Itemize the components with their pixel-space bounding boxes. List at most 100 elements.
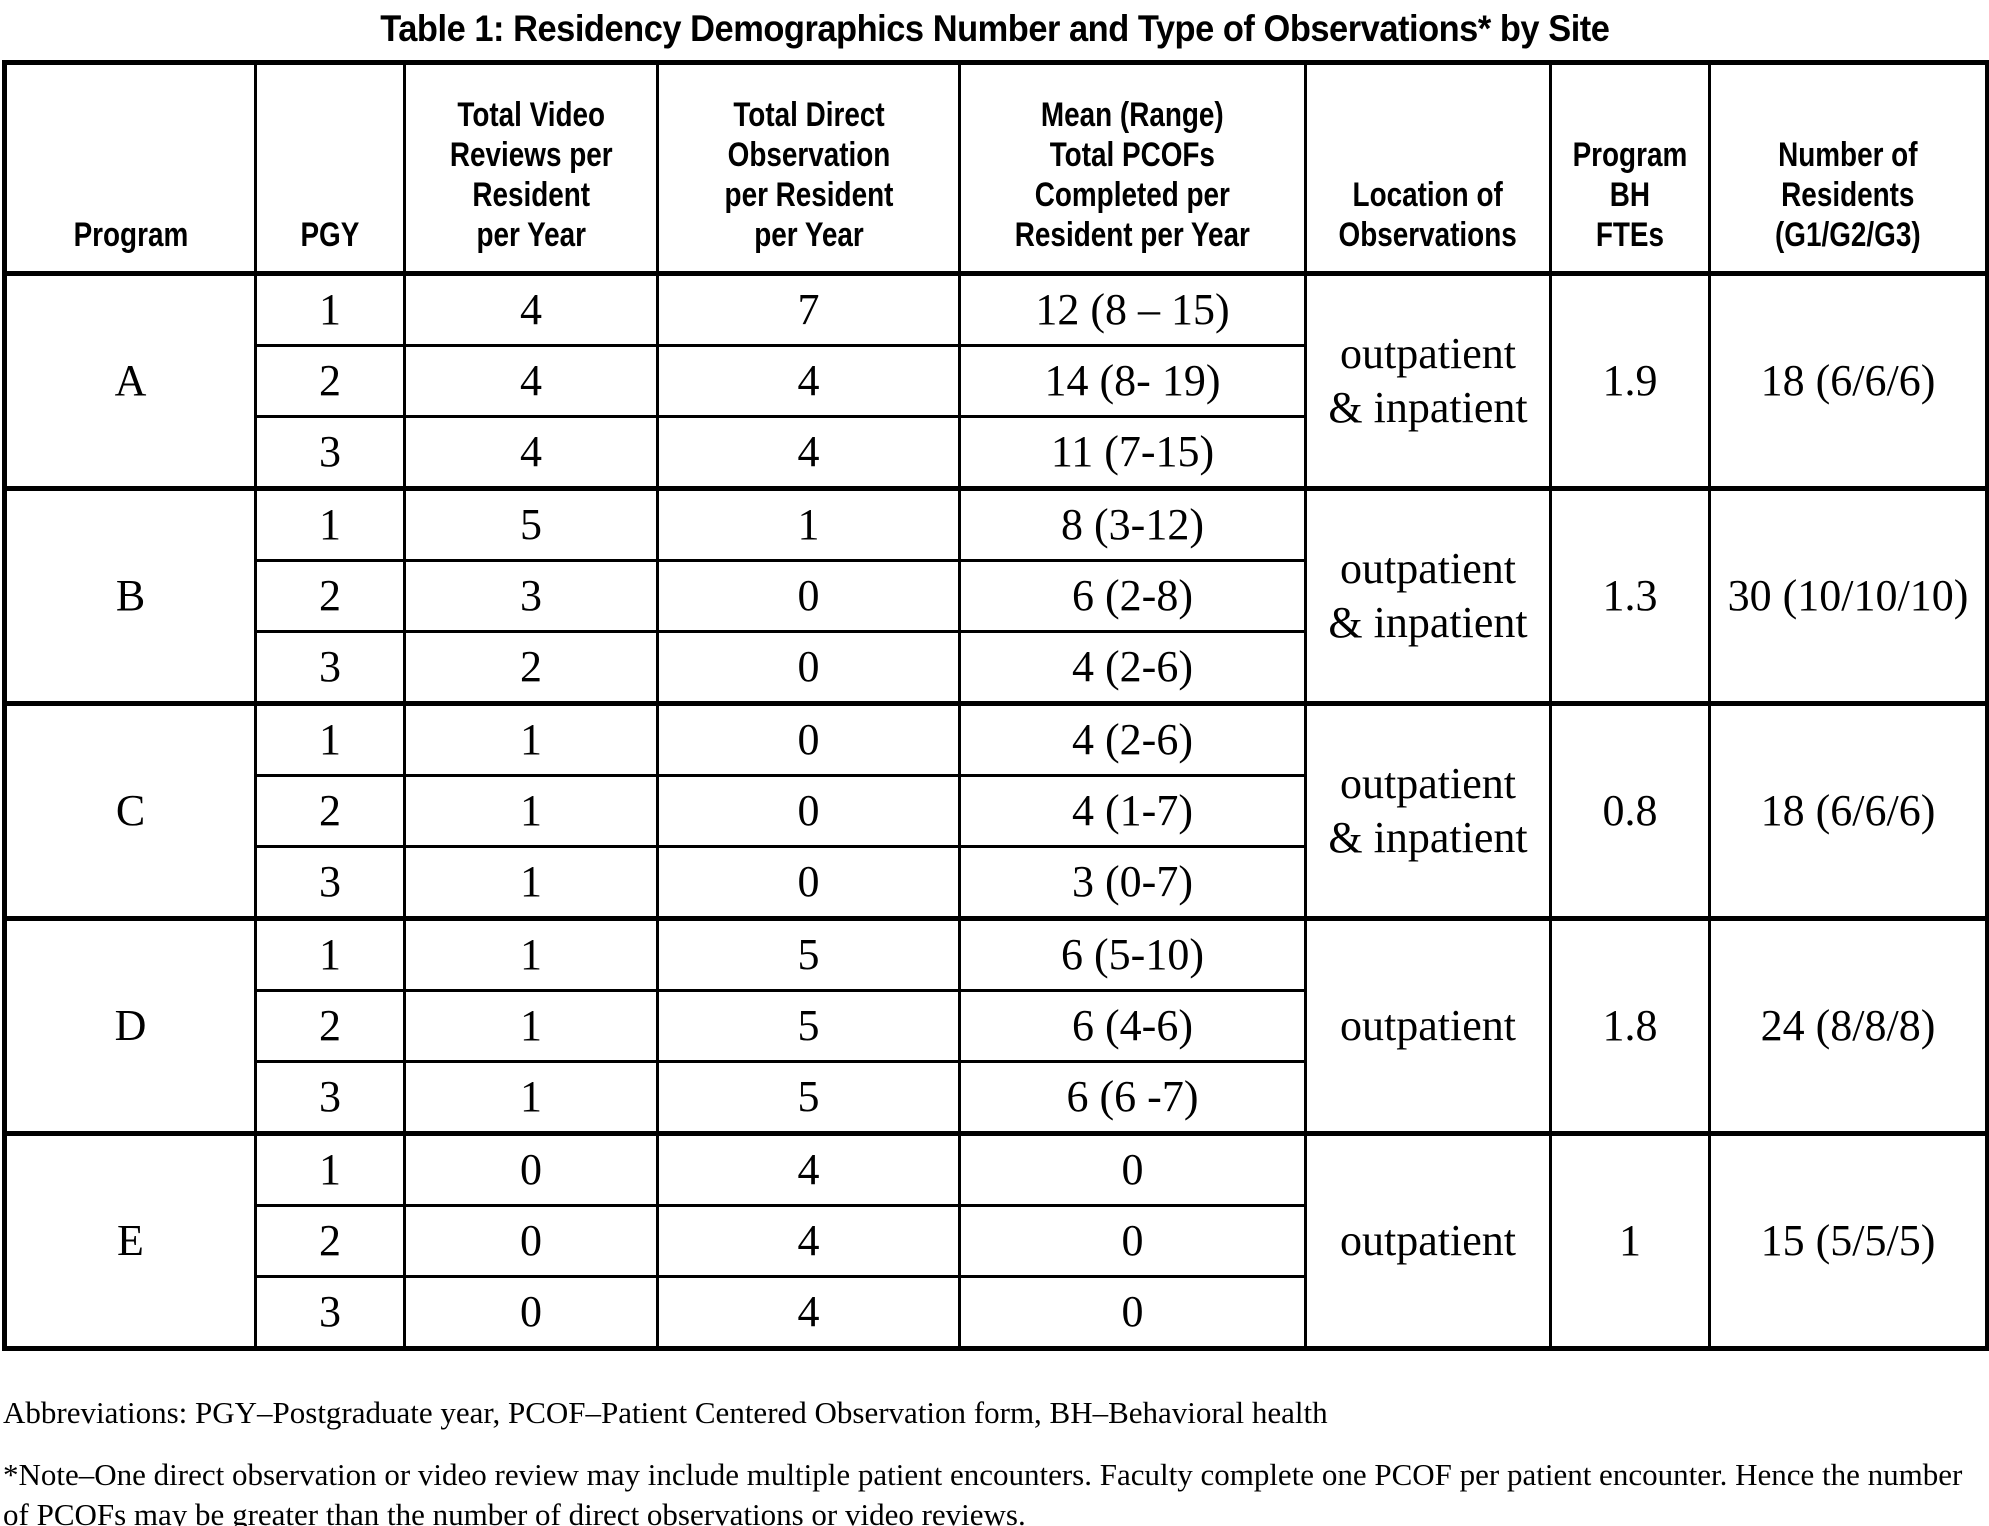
pgy-cell: 1 [254, 271, 406, 347]
pcof-mean-range-cell: 12 (8 – 15) [958, 271, 1307, 347]
pgy-cell: 2 [254, 774, 406, 848]
column-header-program: Program [3, 61, 257, 276]
video-reviews-cell: 0 [403, 1275, 659, 1350]
direct-observation-cell: 5 [656, 916, 961, 992]
direct-observation-cell: 0 [656, 774, 961, 848]
pcof-mean-range-cell: 8 (3-12) [958, 486, 1307, 562]
pcof-mean-range-cell: 14 (8- 19) [958, 344, 1307, 418]
pcof-mean-range-cell: 0 [958, 1131, 1307, 1207]
pgy-cell: 3 [254, 415, 406, 490]
direct-observation-cell: 4 [656, 1275, 961, 1350]
location-cell: outpatient & inpatient [1304, 271, 1552, 490]
column-header-direct-observation: Total Direct Observation per Resident pe… [656, 61, 961, 276]
residents-cell: 24 (8/8/8) [1708, 916, 1989, 1135]
program-cell: D [3, 916, 257, 1135]
video-reviews-cell: 1 [403, 1060, 659, 1135]
table-row: A 1 4 7 12 (8 – 15) outpatient & inpatient 1.9… [3, 271, 1989, 490]
direct-observation-cell: 1 [656, 486, 961, 562]
video-reviews-cell: 1 [403, 916, 659, 992]
pgy-cell: 2 [254, 344, 406, 418]
location-cell: outpatient & inpatient [1304, 701, 1552, 920]
pgy-cell: 3 [254, 1060, 406, 1135]
video-reviews-cell: 5 [403, 486, 659, 562]
residents-cell: 15 (5/5/5) [1708, 1131, 1989, 1350]
column-header-pgy: PGY [254, 61, 406, 276]
table-row: 2 4 4 14 (8- 19) [5, 344, 1988, 418]
pcof-mean-range-cell: 0 [958, 1275, 1307, 1350]
residents-cell: 30 (10/10/10) [1708, 486, 1989, 705]
note-text: *Note–One direct observation or video re… [3, 1457, 1963, 1526]
video-reviews-cell: 3 [403, 559, 659, 633]
bh-ftes-cell: 1.3 [1549, 486, 1711, 705]
pgy-cell: 2 [254, 1204, 406, 1278]
direct-observation-cell: 0 [656, 559, 961, 633]
location-cell: outpatient [1304, 916, 1552, 1135]
header-row: Program PGY Total Video Reviews per Resi… [3, 61, 1989, 276]
pgy-cell: 1 [254, 916, 406, 992]
pcof-mean-range-cell: 3 (0-7) [958, 845, 1307, 920]
pcof-mean-range-cell: 6 (4-6) [958, 989, 1307, 1063]
residents-cell: 18 (6/6/6) [1708, 701, 1989, 920]
pgy-cell: 2 [254, 559, 406, 633]
pgy-cell: 3 [254, 845, 406, 920]
pcof-mean-range-cell: 4 (2-6) [958, 701, 1307, 777]
column-header-residents: Number of Residents (G1/G2/G3) [1708, 61, 1989, 276]
bh-ftes-cell: 1.8 [1549, 916, 1711, 1135]
table-footer: Abbreviations: PGY–Postgraduate year, PC… [3, 1393, 1986, 1526]
video-reviews-cell: 1 [403, 701, 659, 777]
abbreviations-text: Abbreviations: PGY–Postgraduate year, PC… [3, 1395, 1328, 1430]
pcof-mean-range-cell: 6 (2-8) [958, 559, 1307, 633]
location-cell: outpatient [1304, 1131, 1552, 1350]
location-cell: outpatient & inpatient [1304, 486, 1552, 705]
video-reviews-cell: 0 [403, 1204, 659, 1278]
video-reviews-cell: 4 [403, 271, 659, 347]
direct-observation-cell: 5 [656, 989, 961, 1063]
bh-ftes-cell: 1.9 [1549, 271, 1711, 490]
table-row: 3 4 4 11 (7-15) [5, 415, 1988, 490]
video-reviews-cell: 4 [403, 415, 659, 490]
table-caption: Table 1: Residency Demographics Number a… [0, 8, 1989, 60]
video-reviews-cell: 4 [403, 344, 659, 418]
residents-cell: 18 (6/6/6) [1708, 271, 1989, 490]
pcof-mean-range-cell: 6 (6 -7) [958, 1060, 1307, 1135]
pcof-mean-range-cell: 6 (5-10) [958, 916, 1307, 992]
column-header-pcofs-mean-range: Mean (Range) Total PCOFs Completed per R… [958, 61, 1307, 276]
direct-observation-cell: 4 [656, 344, 961, 418]
residency-demographics-table: Program PGY Total Video Reviews per Resi… [2, 60, 1989, 1351]
pgy-cell: 3 [254, 1275, 406, 1350]
direct-observation-cell: 4 [656, 415, 961, 490]
video-reviews-cell: 1 [403, 989, 659, 1063]
bh-ftes-cell: 1 [1549, 1131, 1711, 1350]
table-row: E 1 0 4 0 outpatient 1 15 (5/5/5) [3, 1131, 1989, 1350]
pcof-mean-range-cell: 0 [958, 1204, 1307, 1278]
pgy-cell: 1 [254, 1131, 406, 1207]
direct-observation-cell: 0 [656, 845, 961, 920]
direct-observation-cell: 4 [656, 1204, 961, 1278]
direct-observation-cell: 5 [656, 1060, 961, 1135]
pgy-cell: 2 [254, 989, 406, 1063]
page-title: Table 1: Residency Demographics Number a… [379, 8, 1610, 49]
pgy-cell: 3 [254, 630, 406, 705]
program-cell: E [3, 1131, 257, 1350]
pcof-mean-range-cell: 11 (7-15) [958, 415, 1307, 490]
program-cell: B [3, 486, 257, 705]
direct-observation-cell: 0 [656, 630, 961, 705]
bh-ftes-cell: 0.8 [1549, 701, 1711, 920]
video-reviews-cell: 1 [403, 774, 659, 848]
video-reviews-cell: 0 [403, 1131, 659, 1207]
pcof-mean-range-cell: 4 (1-7) [958, 774, 1307, 848]
video-reviews-cell: 2 [403, 630, 659, 705]
column-header-location: Location of Observations [1304, 61, 1552, 276]
